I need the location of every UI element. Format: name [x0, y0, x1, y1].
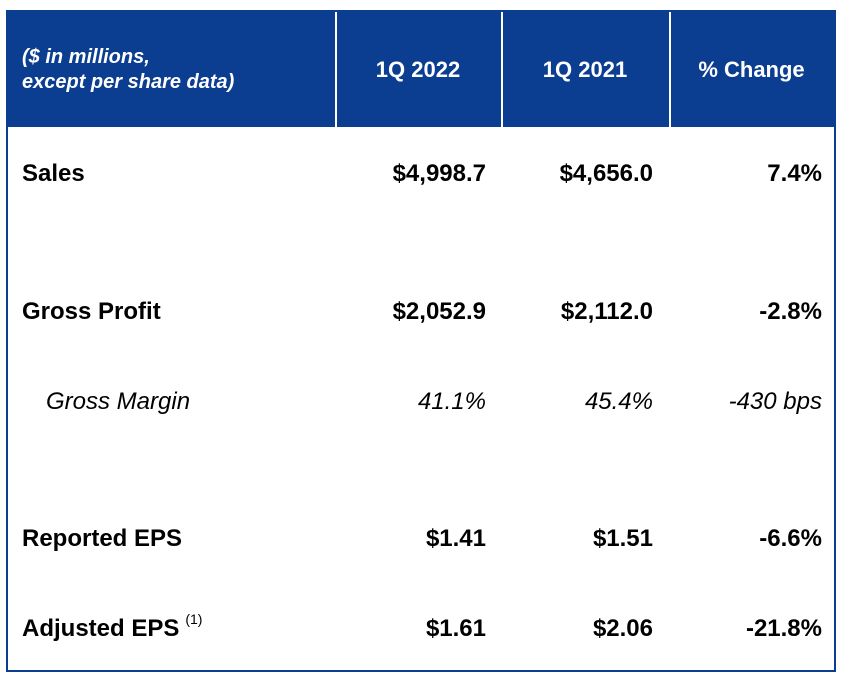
value-1q-2022: $1.61: [425, 615, 486, 642]
table-row-adjusted-eps: Adjusted EPS (1) $1.61 $2.06 -21.8%: [8, 609, 834, 649]
table-row-reported-eps: Reported EPS $1.41 $1.51 -6.6%: [8, 519, 834, 559]
header-1q-2022: 1Q 2022: [375, 56, 461, 82]
row-label: Gross Profit: [22, 298, 161, 325]
value-percent-change: -2.8%: [759, 298, 822, 325]
results-table: ($ in millions, except per share data) 1…: [6, 10, 836, 672]
value-percent-change: 7.4%: [767, 160, 822, 187]
header-divider: [669, 12, 671, 127]
row-label: Adjusted EPS (1): [22, 609, 202, 649]
header-1q-2021: 1Q 2021: [542, 56, 628, 82]
value-1q-2021: $2,112.0: [560, 298, 653, 325]
header-units-note: ($ in millions, except per share data): [22, 45, 235, 93]
table-header: ($ in millions, except per share data) 1…: [8, 12, 834, 127]
value-1q-2021: $1.51: [592, 525, 653, 552]
row-label: Reported EPS: [22, 525, 183, 552]
table-row-gross-profit: Gross Profit $2,052.9 $2,112.0 -2.8%: [8, 292, 834, 332]
value-1q-2022: 41.1%: [417, 388, 486, 415]
value-1q-2021: $2.06: [592, 615, 653, 642]
value-1q-2022: $4,998.7: [392, 160, 486, 187]
row-label-text: Adjusted EPS: [22, 615, 180, 642]
table-row-sales: Sales $4,998.7 $4,656.0 7.4%: [8, 154, 834, 194]
header-divider: [335, 12, 337, 127]
value-1q-2021: $4,656.0: [559, 160, 653, 187]
row-label: Gross Margin: [46, 388, 191, 415]
value-1q-2022: $2,052.9: [392, 298, 486, 325]
table-row-gross-margin: Gross Margin 41.1% 45.4% -430 bps: [8, 382, 834, 422]
header-divider: [501, 12, 503, 127]
value-percent-change: -6.6%: [759, 525, 822, 552]
footnote-marker: (1): [185, 611, 203, 627]
value-1q-2022: $1.41: [425, 525, 486, 552]
row-label: Sales: [22, 160, 85, 187]
value-1q-2021: 45.4%: [584, 388, 653, 415]
value-percent-change: -430 bps: [728, 388, 822, 415]
value-percent-change: -21.8%: [745, 615, 822, 642]
header-percent-change: % Change: [698, 56, 805, 82]
